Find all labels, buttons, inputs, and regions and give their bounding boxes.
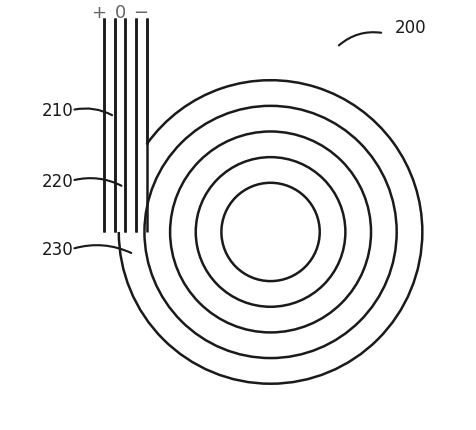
Text: 200: 200 <box>394 18 425 37</box>
Text: 0: 0 <box>114 4 126 22</box>
Text: 220: 220 <box>42 172 73 190</box>
Text: +: + <box>90 4 106 22</box>
Text: −: − <box>133 4 149 22</box>
Text: 210: 210 <box>42 102 73 120</box>
Text: 230: 230 <box>42 240 73 258</box>
